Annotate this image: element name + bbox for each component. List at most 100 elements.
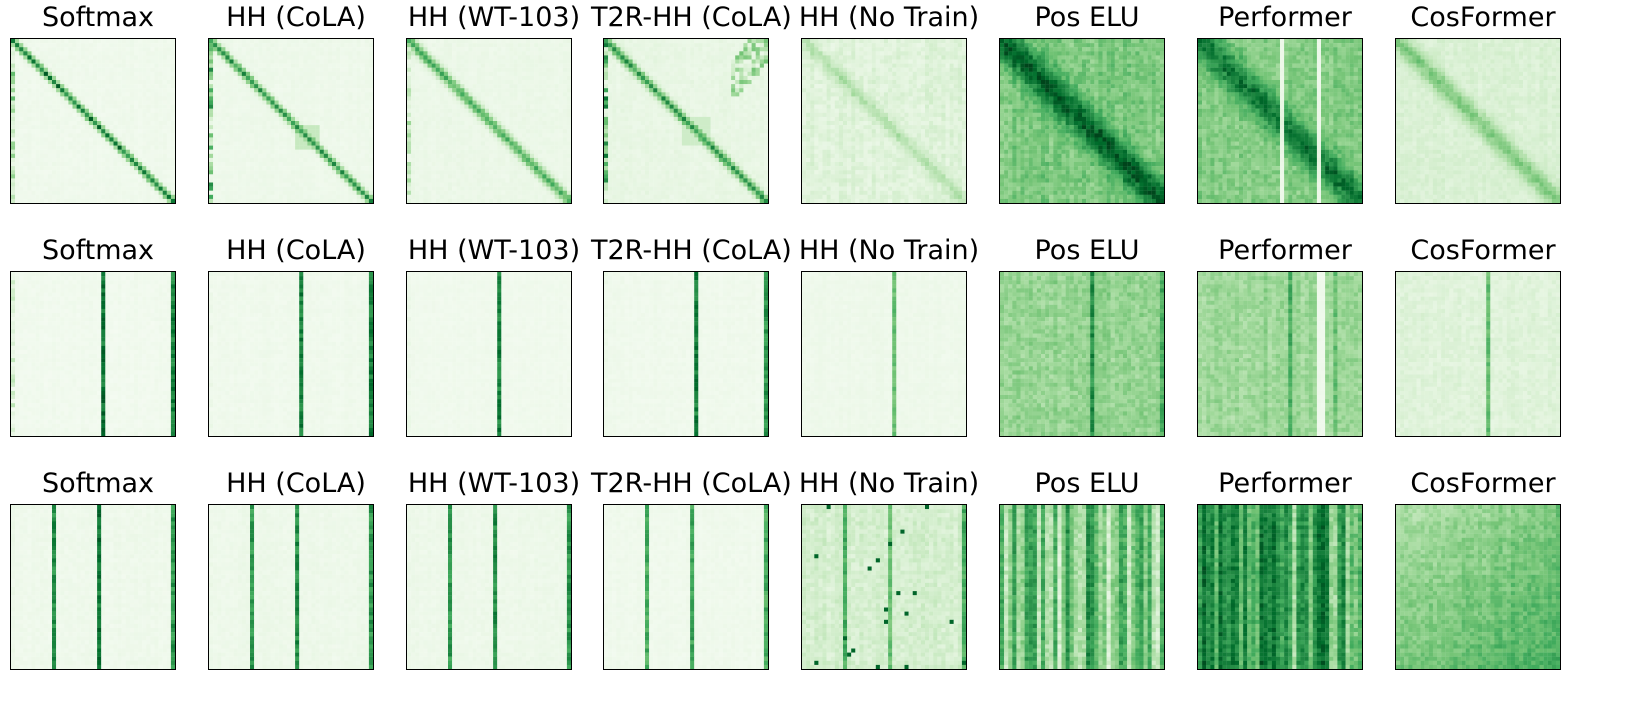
heatmap-cell [88, 39, 94, 44]
heatmap-cell [509, 63, 514, 68]
heatmap-cell [27, 71, 32, 77]
heatmap-cell [146, 141, 151, 146]
heatmap-cell [348, 182, 353, 187]
heatmap-cell [150, 108, 155, 113]
heatmap-cell [241, 112, 247, 118]
heatmap-cell [315, 145, 320, 150]
heatmap-cell [154, 170, 159, 175]
heatmap-cell [47, 43, 53, 48]
heatmap-cell [653, 47, 658, 52]
heatmap-cell [307, 67, 312, 72]
heatmap-cell [245, 178, 251, 183]
heatmap-cell [336, 108, 341, 113]
heatmap-cell [427, 198, 432, 204]
heatmap-cell [129, 71, 135, 77]
heatmap-cell [501, 92, 506, 97]
heatmap-cell [452, 194, 457, 200]
heatmap-cell [452, 198, 457, 204]
heatmap-cell [415, 104, 420, 109]
heatmap-cell [344, 100, 349, 105]
heatmap-cell [311, 39, 316, 44]
heatmap-cell [88, 63, 94, 68]
heatmap-cell [517, 145, 522, 150]
heatmap-cell [254, 104, 259, 109]
heatmap-cell [534, 133, 539, 138]
heatmap-cell [282, 153, 288, 159]
heatmap-cell [60, 80, 65, 85]
heatmap-cell [23, 92, 28, 97]
heatmap-cell [166, 92, 172, 97]
heatmap-cell [250, 67, 255, 72]
heatmap-cell [233, 84, 238, 89]
heatmap-cell [706, 43, 711, 48]
heatmap-cell [460, 157, 465, 163]
heatmap-cell [129, 104, 135, 109]
heatmap-cell [291, 100, 296, 105]
heatmap-cell [245, 157, 251, 163]
heatmap-cell [307, 145, 312, 150]
heatmap-cell [319, 59, 324, 64]
heatmap-cell [35, 63, 40, 68]
heatmap-cell [270, 88, 275, 93]
heatmap-cell [448, 157, 453, 163]
heatmap-cell [19, 104, 24, 109]
heatmap-cell [472, 71, 477, 77]
heatmap-cell [356, 71, 361, 77]
heatmap-cell [150, 84, 155, 89]
heatmap-cell [521, 47, 527, 52]
heatmap-cell [624, 47, 629, 52]
heatmap-cell [121, 125, 126, 130]
heatmap-cell [170, 55, 176, 60]
heatmap-cell [237, 39, 242, 44]
heatmap-cell [419, 104, 424, 109]
heatmap-cell [250, 92, 255, 97]
heatmap-cell [319, 186, 324, 191]
heatmap-cell [68, 67, 73, 72]
heatmap-cell [554, 162, 559, 167]
heatmap-cell [513, 51, 518, 56]
heatmap-cell [258, 178, 263, 183]
heatmap-cell [323, 88, 329, 93]
heatmap-cell [620, 43, 625, 48]
heatmap-cell [525, 162, 531, 167]
heatmap-cell [534, 182, 539, 187]
heatmap-cell [415, 43, 420, 48]
heatmap-cell [550, 43, 555, 48]
heatmap-cell [68, 88, 73, 93]
heatmap-cell [105, 67, 110, 72]
heatmap-cell [76, 125, 81, 130]
heatmap-cell [513, 92, 518, 97]
heatmap-cell [138, 162, 143, 167]
heatmap-cell [109, 75, 114, 81]
heatmap-cell [364, 67, 370, 72]
heatmap-cell [80, 100, 85, 105]
heatmap-cell [509, 39, 514, 44]
heatmap-cell [456, 67, 461, 72]
heatmap-cell [525, 55, 531, 60]
heatmap-cell [546, 92, 551, 97]
heatmap-cell [513, 141, 518, 146]
heatmap-cell [258, 133, 263, 138]
heatmap-cell [295, 59, 300, 64]
heatmap-cell [80, 178, 85, 183]
heatmap-cell [84, 141, 90, 146]
heatmap-cell [484, 157, 490, 163]
heatmap-cell [493, 100, 498, 105]
heatmap-cell [431, 198, 436, 204]
heatmap-cell [303, 96, 308, 101]
heatmap-cell [698, 47, 703, 52]
heatmap-cell [493, 116, 498, 122]
heatmap-cell [743, 51, 748, 56]
heatmap-cell [166, 186, 172, 191]
heatmap-cell [97, 153, 102, 159]
heatmap-cell [530, 88, 535, 93]
heatmap-cell [554, 194, 559, 200]
heatmap-cell [332, 39, 337, 44]
heatmap-cell [166, 84, 172, 89]
heatmap-cell [464, 121, 469, 126]
heatmap-cell [31, 88, 36, 93]
heatmap-cell [113, 116, 118, 122]
heatmap-cell [105, 121, 110, 126]
heatmap-cell [468, 137, 473, 142]
heatmap-cell [472, 104, 477, 109]
